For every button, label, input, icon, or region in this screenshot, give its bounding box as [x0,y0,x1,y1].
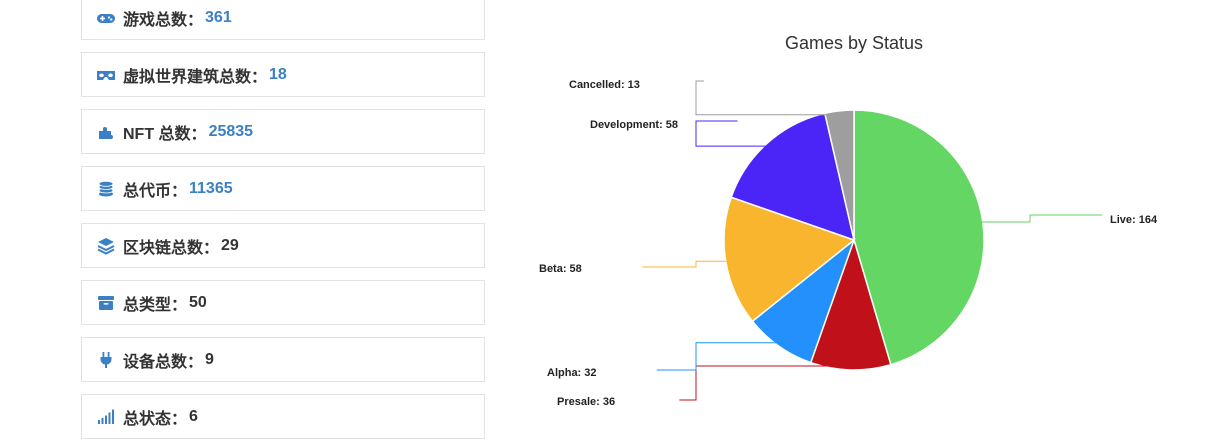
pie-slice-cancelled [823,109,855,241]
stat-value: 361 [205,8,232,26]
puzzle-icon [96,122,116,142]
stat-card: 区块链总数： 29 [81,223,485,268]
stat-card: 总状态： 6 [81,394,485,439]
leader-line-alpha [656,342,781,371]
stat-value: 18 [269,65,287,83]
stat-label: 设备总数： [123,353,204,371]
pie-slice-presale [809,237,892,371]
leader-line-beta [642,260,730,268]
stat-label: 总状态： [123,410,188,428]
slice-label-presale: Presale: 36 [557,396,615,408]
leader-line-live [978,214,1102,223]
vr-headset-icon [96,65,116,85]
stat-value: 9 [205,350,214,368]
games-by-status-chart: Games by Status Live: 164 Presale: 36 Alph… [500,0,1208,441]
leader-line-cancelled [695,80,840,116]
stat-label: NFT 总数： [123,125,207,143]
slice-label-beta: Beta: 58 [539,263,582,275]
gamepad-icon [96,8,116,28]
stat-card: 虚拟世界建筑总数： 18 [81,52,485,97]
stat-label: 总代币： [123,182,188,200]
stat-value: 29 [221,236,239,254]
slice-label-cancelled: Cancelled: 13 [569,79,640,91]
slice-label-alpha: Alpha: 32 [547,367,597,379]
leader-line-development [695,120,770,147]
plug-icon [96,350,116,370]
chart-title: Games by Status [785,33,923,53]
slice-label-development: Development: 58 [590,119,678,131]
stat-label: 游戏总数： [123,11,204,29]
stat-value: 11365 [189,179,233,197]
stat-card: 总类型： 50 [81,280,485,325]
coins-icon [96,179,116,199]
layers-icon [96,236,116,256]
stat-label: 总类型： [123,296,188,314]
stat-card: NFT 总数： 25835 [81,109,485,154]
signal-bars-icon [96,407,116,427]
pie-chart-svg: Games by Status Live: 164 Presale: 36 Alph… [539,33,1158,408]
stat-value: 50 [189,293,207,311]
slice-label-live: Live: 164 [1110,214,1158,226]
stat-value: 25835 [208,122,254,140]
leader-line-presale [679,365,851,401]
stat-label: 区块链总数： [123,239,220,257]
pie-slice-development [730,112,856,242]
stat-value: 6 [189,407,198,425]
stat-card: 设备总数： 9 [81,337,485,382]
box-icon [96,293,116,313]
pie-slice-beta [723,196,856,323]
pie-slice-live [853,109,985,366]
stat-label: 虚拟世界建筑总数： [123,68,268,86]
stat-card: 游戏总数： 361 [81,0,485,40]
stat-card: 总代币： 11365 [81,166,485,211]
